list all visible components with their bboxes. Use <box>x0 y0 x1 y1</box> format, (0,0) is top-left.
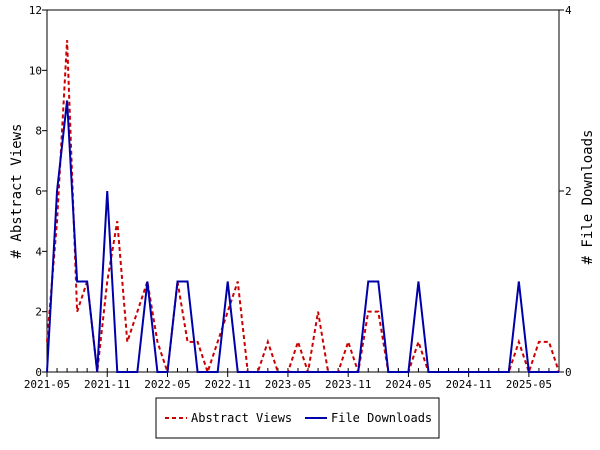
right-axis-tick-label: 2 <box>565 185 572 198</box>
series-line-file-downloads <box>46 100 559 373</box>
legend-label-abstract-views: Abstract Views <box>191 411 292 425</box>
x-axis-tick-label: 2023-05 <box>265 378 311 391</box>
x-axis-tick-label: 2023-11 <box>325 378 371 391</box>
left-axis: 0 2 4 6 8 10 12 <box>29 4 47 379</box>
right-axis: 0 2 4 <box>559 4 572 379</box>
y2-axis-title: # File Downloads <box>580 130 596 265</box>
x-axis-tick-label: 2021-11 <box>84 378 130 391</box>
right-axis-tick-label: 4 <box>565 4 572 17</box>
legend-label-file-downloads: File Downloads <box>331 411 432 425</box>
left-axis-tick-label: 10 <box>29 64 42 77</box>
x-axis-tick-label: 2025-05 <box>506 378 552 391</box>
x-axis-tick-label: 2022-11 <box>205 378 251 391</box>
series-line-abstract-views <box>46 40 560 376</box>
x-axis-tick-label: 2022-05 <box>144 378 190 391</box>
left-axis-tick-label: 8 <box>35 125 42 138</box>
x-axis-tick-label: 2024-11 <box>445 378 491 391</box>
series-group <box>46 40 560 376</box>
left-axis-tick-label: 0 <box>35 366 42 379</box>
y-axis-title: # Abstract Views <box>9 124 25 259</box>
left-axis-tick-label: 6 <box>35 185 42 198</box>
legend: Abstract Views File Downloads <box>155 397 440 439</box>
plot-area <box>46 9 560 373</box>
left-axis-tick-label: 2 <box>35 306 42 319</box>
x-axis-tick-label: 2024-05 <box>385 378 431 391</box>
left-axis-tick-label: 12 <box>29 4 42 17</box>
right-axis-tick-label: 0 <box>565 366 572 379</box>
left-axis-tick-label: 4 <box>35 245 42 258</box>
legend-box <box>155 397 440 439</box>
x-axis-tick-label: 2021-05 <box>24 378 70 391</box>
